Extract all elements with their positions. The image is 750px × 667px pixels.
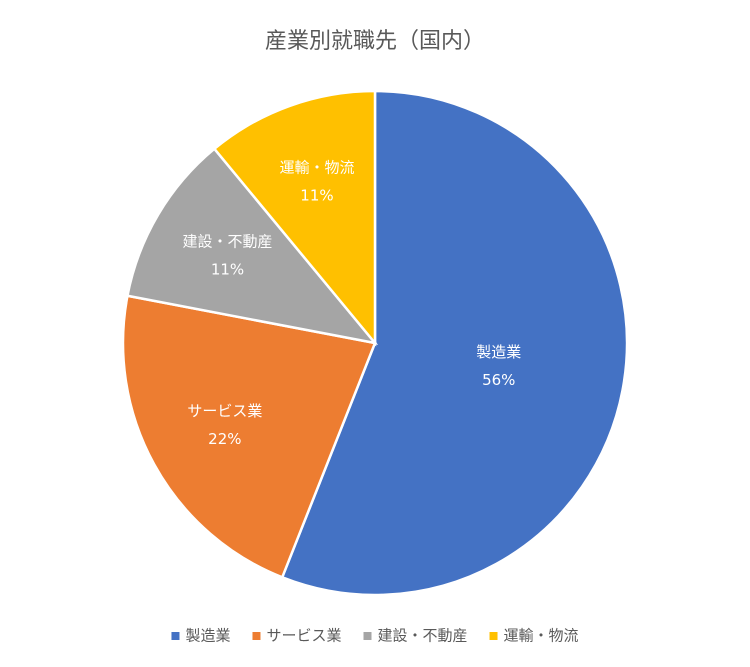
legend-swatch [252,632,261,640]
slice-category-label: 運輸・物流 [279,158,354,176]
legend-label: 運輸・物流 [504,627,579,645]
legend-label: サービス業 [266,627,341,645]
slice-value-label: 11% [211,260,244,278]
chart-title: 産業別就職先（国内） [265,29,485,54]
pie-slice [126,147,379,345]
legend-swatch [489,632,498,640]
slice-category-label: 建設・不動産 [182,232,272,250]
legend-swatch [363,632,372,640]
slice-value-label: 56% [482,371,515,389]
slice-category-label: サービス業 [187,402,262,420]
pie-slice [280,89,629,597]
pie-slice [121,294,377,579]
slice-value-label: 22% [208,430,241,448]
slice-value-label: 11% [300,186,333,204]
legend-label: 建設・不動産 [378,627,468,645]
pie-slice [212,89,377,347]
legend-label: 製造業 [185,627,230,645]
slice-category-label: 製造業 [476,343,521,361]
legend-swatch [171,632,180,640]
